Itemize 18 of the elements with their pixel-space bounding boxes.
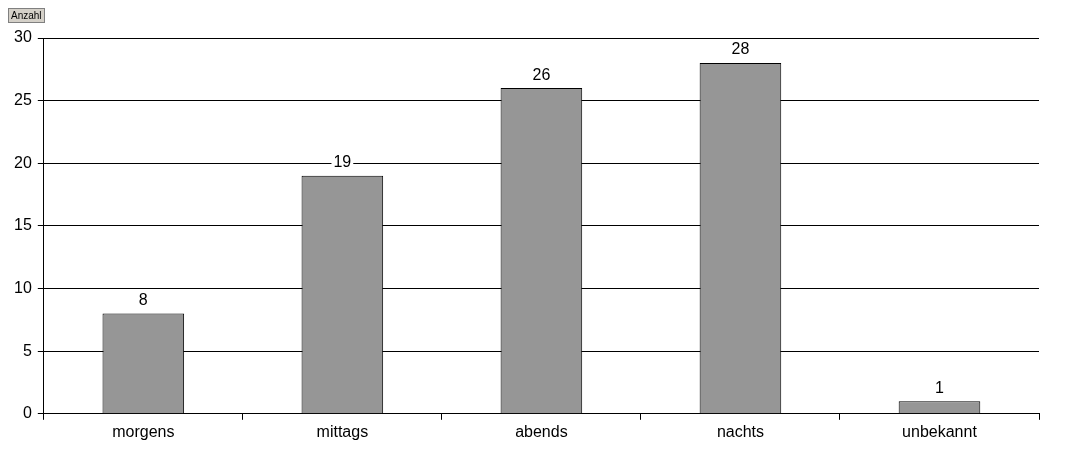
data-label: 8 — [138, 290, 148, 308]
x-tick-label: nachts — [716, 422, 765, 440]
y-tick-label: 10 — [14, 278, 32, 296]
data-label: 19 — [333, 153, 352, 171]
y-tick-label: 5 — [22, 341, 32, 359]
y-tick-label: 0 — [22, 404, 32, 422]
data-label: 1 — [935, 378, 945, 396]
x-tick-label: mittags — [316, 422, 369, 440]
data-label: 28 — [731, 40, 750, 58]
x-tick-label: unbekannt — [902, 422, 978, 440]
y-tick-label: 20 — [14, 153, 32, 171]
y-tick-label: 25 — [14, 91, 32, 109]
x-tick-label: morgens — [112, 422, 175, 440]
data-label: 26 — [532, 65, 551, 83]
y-tick-label: 15 — [14, 216, 32, 234]
y-tick-label: 30 — [14, 28, 32, 46]
text: Anzahl — [8, 8, 45, 23]
x-tick-label: abends — [515, 422, 568, 440]
